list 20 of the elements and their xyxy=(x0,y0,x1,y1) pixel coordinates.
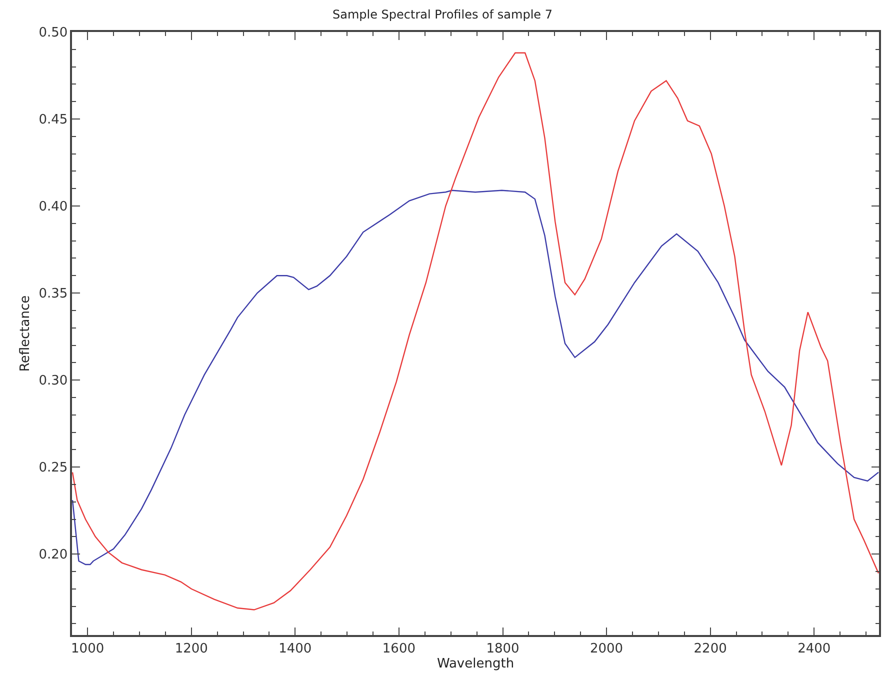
y-tick-label: 0.50 xyxy=(38,26,68,41)
y-tick-label: 0.30 xyxy=(38,374,68,389)
chart-title: Sample Spectral Profiles of sample 7 xyxy=(332,8,553,22)
x-tick-label: 1800 xyxy=(486,641,520,656)
x-tick-label: 1400 xyxy=(278,641,312,656)
y-tick-label: 0.40 xyxy=(38,200,68,215)
x-tick-label: 1600 xyxy=(382,641,416,656)
x-tick-label: 2200 xyxy=(694,641,727,656)
y-tick-label: 0.35 xyxy=(38,286,68,302)
x-tick-label: 2400 xyxy=(798,641,831,656)
y-tick-label: 0.20 xyxy=(38,548,68,563)
x-axis-title: Wavelength xyxy=(436,656,514,672)
y-tick-label: 0.45 xyxy=(38,112,68,128)
line-series xyxy=(72,52,879,610)
x-tick-label: 2000 xyxy=(590,641,624,656)
x-tick-label: 1000 xyxy=(71,641,104,656)
line-series xyxy=(72,190,879,566)
y-axis-title: Reflectance xyxy=(18,295,34,372)
y-tick-label: 0.25 xyxy=(38,460,68,476)
x-tick-label: 1200 xyxy=(174,641,208,656)
